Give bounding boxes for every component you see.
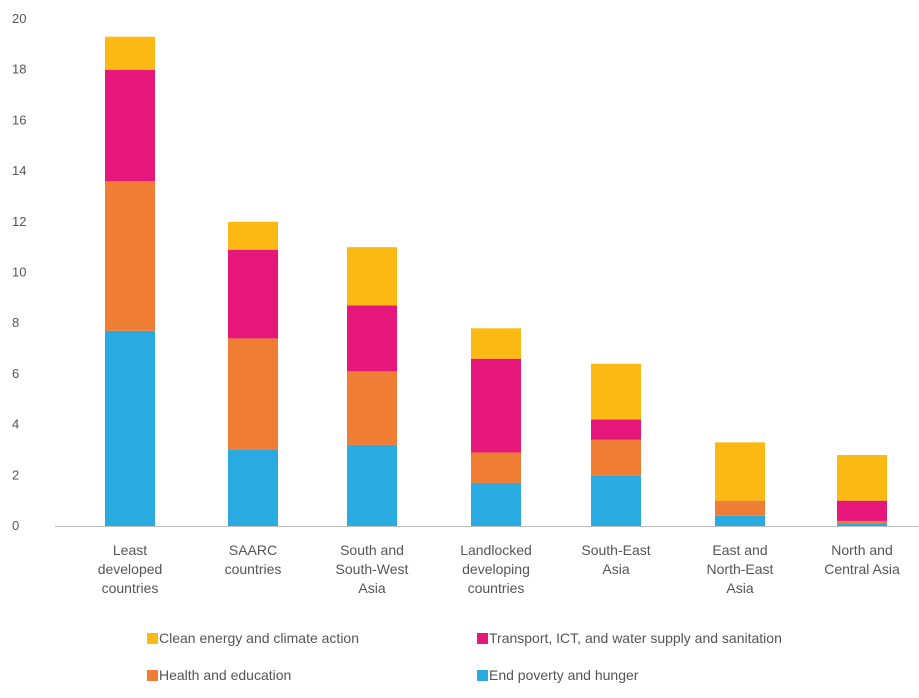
y-tick-label: 8 [12,315,19,330]
y-tick-label: 6 [12,366,19,381]
bar-segment [347,444,397,526]
bar-segment [591,363,641,420]
x-tick-label-line: North-East [707,561,774,577]
bar-segment [471,482,521,526]
bar-segment [347,247,397,306]
y-tick-label: 2 [12,467,19,482]
bar-segment [228,249,278,339]
bar-segment [591,439,641,476]
legend-item: Health and education [147,667,291,683]
x-tick-label-line: Asia [726,580,753,596]
x-tick-label: East and North-East Asia [707,542,774,596]
y-tick-label: 0 [12,518,19,533]
legend-item: Clean energy and climate action [147,630,359,646]
bar-segment [471,328,521,359]
y-tick-label: 14 [12,163,26,178]
x-tick-label-line: developing [462,561,530,577]
x-tick-label: South and South-West Asia [336,542,409,596]
legend-label: Health and education [159,667,291,683]
x-tick-label-line: Asia [358,580,385,596]
y-tick-label: 4 [12,417,19,432]
bar-segment [471,358,521,453]
y-tick-label: 20 [12,11,26,26]
y-tick-label: 16 [12,112,26,127]
bar-segment [105,36,155,70]
bar-segment [715,500,765,516]
x-tick-label: Least developed countries [98,542,163,596]
legend-swatch [147,670,158,681]
bar-segment [715,515,765,526]
y-tick-label: 18 [12,62,26,77]
y-tick-label: 10 [12,265,26,280]
bar-segment [837,523,887,526]
x-tick-label-line: South-West [336,561,409,577]
bar-segment [105,181,155,331]
bar-segment [837,520,887,524]
bar-segment [228,338,278,450]
bars-layer [105,36,887,526]
x-tick-label-line: Least [113,542,147,558]
bar-segment [347,371,397,445]
bar-segment [105,330,155,526]
x-tick-label-line: developed [98,561,163,577]
x-tick-label-line: East and [712,542,767,558]
x-tick-label: Landlocked developing countries [460,542,532,596]
legend-label: Transport, ICT, and water supply and san… [489,630,782,646]
legend-swatch [477,670,488,681]
x-tick-label-line: Landlocked [460,542,532,558]
x-tick-label: South-East Asia [581,542,650,577]
legend-swatch [147,633,158,644]
legend-item: Transport, ICT, and water supply and san… [477,630,782,646]
legend-label: Clean energy and climate action [159,630,359,646]
bar-segment [105,69,155,182]
x-tick-label-line: South-East [581,542,650,558]
legend-swatch [477,633,488,644]
x-tick-label-line: SAARC [229,542,277,558]
bar-segment [837,500,887,521]
x-tick-label-line: countries [468,580,525,596]
x-tick-label: North and Central Asia [824,542,900,577]
category-labels: Least developed countries SAARC countries Sou… [98,542,900,596]
bar-segment [837,455,887,501]
bar-segment [228,449,278,526]
x-tick-label-line: South and [340,542,404,558]
bar-segment [228,221,278,250]
legend-label: End poverty and hunger [489,667,639,683]
x-tick-label-line: North and [831,542,892,558]
x-tick-label-line: Central Asia [824,561,900,577]
x-tick-label-line: countries [225,561,282,577]
legend: Clean energy and climate action Transport… [147,630,782,683]
x-tick-label: SAARC countries [225,542,282,577]
bar-segment [591,419,641,440]
bar-segment [471,452,521,483]
axis-layer: 0 2 4 6 8 10 12 14 16 18 20 [12,11,919,533]
x-tick-label-line: countries [102,580,159,596]
x-tick-label-line: Asia [602,561,629,577]
legend-item: End poverty and hunger [477,667,639,683]
bar-segment [591,475,641,526]
bar-segment [347,305,397,372]
bar-segment [715,442,765,501]
y-tick-label: 12 [12,214,26,229]
